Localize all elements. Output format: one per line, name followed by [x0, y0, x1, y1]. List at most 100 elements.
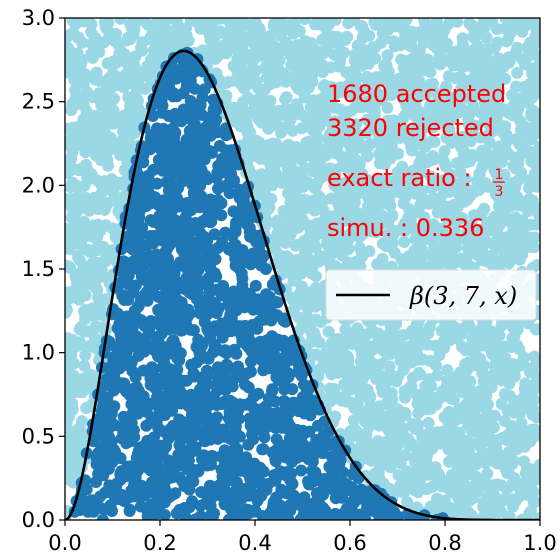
rejected-point — [256, 142, 269, 155]
rejected-point — [526, 403, 538, 416]
accepted-point — [167, 52, 180, 64]
accepted-point — [109, 340, 122, 353]
rejected-point — [456, 81, 469, 94]
rejected-point — [410, 480, 423, 493]
rejected-point — [306, 102, 319, 115]
rejected-point — [402, 382, 415, 395]
rejected-point — [104, 131, 117, 144]
accepted-point — [168, 131, 181, 144]
rejected-point — [76, 386, 89, 399]
rejected-point — [475, 48, 487, 61]
accepted-point — [148, 431, 160, 444]
accepted-point — [159, 253, 172, 266]
rejected-point — [424, 500, 437, 513]
rejected-point — [463, 222, 476, 235]
rejected-point — [327, 30, 340, 43]
accepted-point — [185, 204, 198, 217]
accepted-point — [110, 477, 123, 490]
accepted-point — [128, 234, 141, 247]
rejected-point — [275, 258, 288, 271]
accepted-point — [174, 200, 187, 213]
rejected-point — [192, 18, 205, 27]
rejected-point — [371, 436, 384, 449]
rejected-point — [302, 47, 315, 60]
rejected-point — [361, 211, 374, 224]
rejected-point — [442, 381, 455, 394]
accepted-point — [253, 315, 266, 328]
rejected-point — [396, 22, 409, 35]
accepted-point — [159, 293, 172, 306]
accepted-point — [269, 453, 282, 466]
rejected-point — [430, 18, 443, 28]
accepted-point — [163, 195, 176, 208]
accepted-point — [165, 206, 178, 219]
accepted-point — [278, 383, 291, 396]
rejected-point — [231, 64, 243, 77]
rejected-point — [113, 176, 126, 189]
accepted-point — [267, 497, 280, 510]
rejected-point — [525, 133, 538, 146]
rejected-point — [438, 100, 451, 113]
accepted-point — [229, 259, 242, 272]
rejected-point — [381, 101, 394, 114]
accepted-point — [234, 183, 246, 196]
rejected-point — [399, 391, 411, 404]
rejected-point — [106, 222, 119, 235]
accepted-point — [73, 504, 86, 516]
accepted-point — [141, 294, 154, 307]
accepted-point — [252, 387, 265, 400]
rejected-point — [421, 29, 434, 41]
rejected-point — [166, 30, 179, 43]
rejected-point — [528, 393, 540, 406]
accepted-point — [151, 488, 164, 501]
rejected-point — [531, 354, 540, 367]
accepted-point — [296, 424, 309, 437]
rejected-point — [376, 252, 389, 265]
rejected-point — [421, 156, 433, 169]
rejected-point — [86, 91, 99, 104]
accepted-point — [236, 272, 249, 285]
accepted-point — [292, 405, 305, 418]
rejected-point — [157, 22, 170, 35]
rejected-point — [495, 374, 508, 387]
accepted-point — [306, 464, 319, 477]
accepted-point — [298, 491, 311, 504]
rejected-point — [320, 85, 333, 97]
accepted-point — [148, 498, 160, 511]
rejected-point — [486, 18, 499, 28]
rejected-point — [373, 419, 386, 432]
accepted-point — [145, 397, 158, 410]
rejected-point — [516, 25, 529, 38]
rejected-point — [77, 261, 90, 274]
rejected-point — [410, 65, 423, 78]
rejected-point — [448, 200, 461, 213]
accepted-point — [157, 279, 170, 292]
accepted-point — [213, 366, 225, 378]
accepted-point — [167, 339, 180, 352]
rejected-point — [65, 362, 75, 375]
accepted-point — [126, 255, 139, 268]
rejected-point — [459, 405, 472, 417]
accepted-point — [389, 513, 402, 520]
rejected-point — [282, 70, 295, 83]
rejected-point — [432, 92, 445, 105]
accepted-point — [249, 279, 262, 292]
rejected-point — [369, 18, 382, 31]
rejected-point — [499, 136, 512, 149]
rejected-point — [481, 236, 494, 249]
rejected-point — [335, 160, 348, 172]
rejected-point — [442, 257, 455, 270]
rejected-point — [387, 35, 400, 48]
rejected-point — [75, 96, 87, 109]
rejected-point — [444, 392, 457, 405]
accepted-point — [106, 505, 118, 517]
rejected-point — [499, 148, 512, 160]
rejected-point — [417, 18, 430, 25]
rejected-point — [530, 369, 540, 382]
rejected-point — [277, 205, 290, 217]
accepted-point — [282, 368, 295, 380]
accepted-point — [177, 87, 190, 99]
rejected-point — [412, 407, 425, 420]
rejected-point — [525, 121, 538, 134]
rejected-point — [344, 383, 357, 396]
